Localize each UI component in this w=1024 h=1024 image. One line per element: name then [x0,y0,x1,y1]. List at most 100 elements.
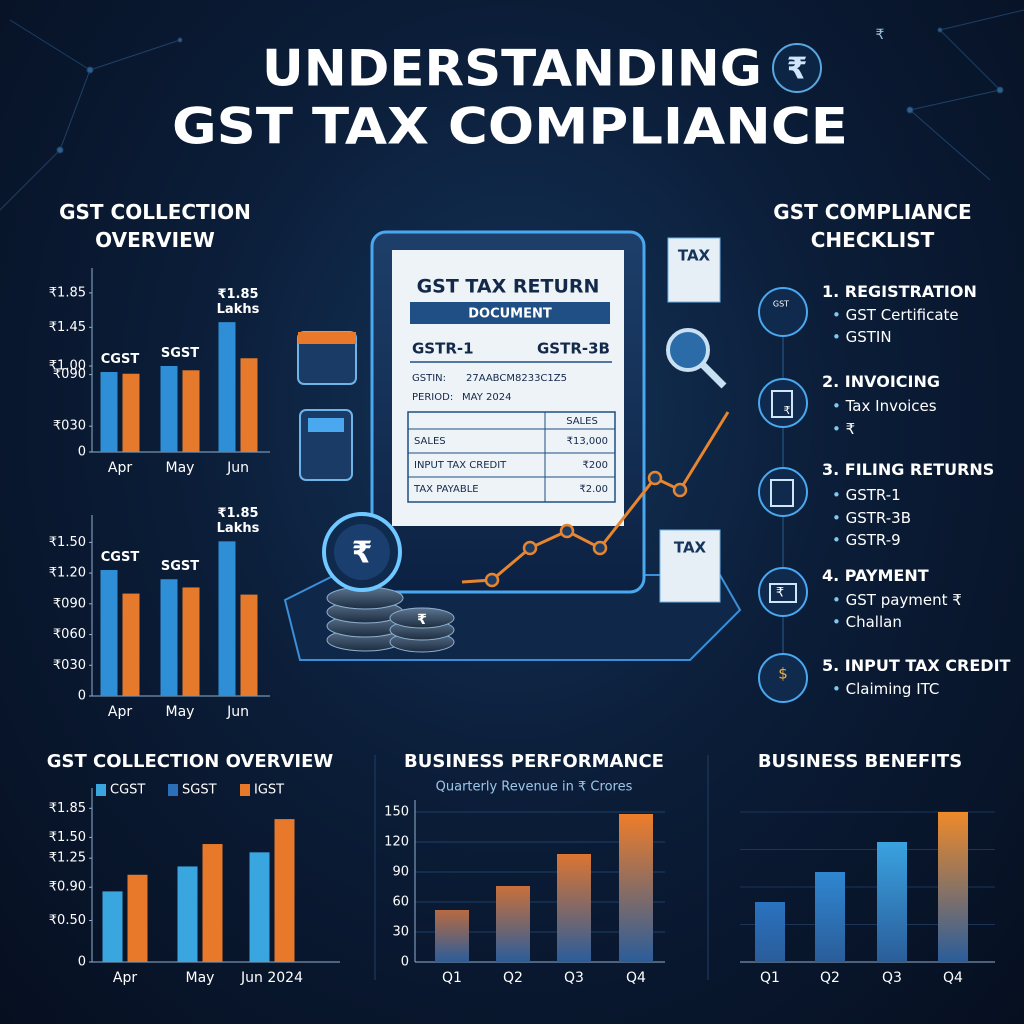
bar [877,842,907,962]
x-tick-label: Apr [108,460,132,476]
doc-field-label: PERIOD: [412,392,453,403]
checklist-item-title: 3. FILING RETURNS [822,460,995,479]
x-tick-label: Q2 [503,970,523,986]
bar [202,844,223,962]
x-tick-label: Q1 [442,970,462,986]
bar [619,814,653,962]
title-icon [772,43,822,93]
bar [496,886,530,962]
legend-label: IGST [254,783,284,798]
checklist-point: ₹ [832,420,856,438]
checklist-point: GSTIN [832,328,892,346]
y-tick-label: ₹090 [53,367,86,382]
rupee-decor: ₹ [876,27,885,43]
x-tick-label: Jun 2024 [240,970,303,986]
doc-cell: ₹13,000 [567,436,608,447]
doc-subtitle: DOCUMENT [468,307,552,322]
checklist-item-title: 1. REGISTRATION [822,282,977,301]
coin-symbol: ₹ [417,612,427,628]
chart-title: GST COLLECTION OVERVIEW [47,751,334,772]
y-tick-label: 60 [392,895,409,910]
doc-cell: TAX PAYABLE [413,484,479,495]
annotation: SGST [160,346,200,361]
checklist-point: Claiming ITC [832,680,940,698]
bar [127,874,148,962]
x-tick-label: May [166,704,195,720]
bar [938,812,968,962]
y-tick-label: ₹030 [53,419,86,434]
annotation: SGST [160,559,200,575]
bar [755,902,785,962]
bar [435,910,469,962]
y-tick-label: ₹1.85 [49,285,86,300]
x-tick-label: May [186,970,215,986]
x-tick-label: May [166,460,195,476]
y-tick-label: ₹0.50 [49,913,86,928]
checklist-point: GSTR-1 [832,486,901,504]
section-heading: GST COMPLIANCE CHECKLIST [773,200,972,252]
x-tick-label: Jun [226,460,249,476]
doc-table-header: SALES [566,416,598,427]
network-decor [0,9,1024,211]
x-tick-label: Q1 [760,970,780,986]
y-tick-label: ₹060 [53,627,86,642]
y-tick-label: ₹0.90 [49,880,86,895]
y-tick-label: 120 [384,835,409,850]
legend-swatch [96,784,106,796]
bar [240,594,258,696]
bar [557,854,591,962]
bar [100,372,118,452]
y-tick-label: 30 [392,925,409,940]
y-tick-label: ₹1.45 [49,320,86,335]
y-tick-label: ₹1.50 [49,830,86,845]
bar [160,366,178,452]
annotation: CGST [100,352,140,368]
y-tick-label: ₹1.25 [49,851,86,866]
y-tick-label: 0 [78,445,86,460]
doc-cell: ₹200 [583,460,608,471]
bar [122,373,140,452]
doc-field-label: GSTIN: [412,373,446,384]
bar [218,541,236,696]
x-tick-label: Q4 [626,970,646,986]
tax-badge: TAX [674,539,707,557]
doc-field-value: 27AABCM8233C1Z5 [466,373,567,384]
bar [815,872,845,962]
bar [249,852,270,962]
annotation: ₹1.85 Lakhs [216,506,260,537]
chart-title: BUSINESS PERFORMANCE [404,751,664,772]
y-tick-label: ₹1.85 [49,801,86,816]
bar [122,593,140,696]
title-line: GST TAX COMPLIANCE [172,98,848,156]
icon-text: ₹ [776,586,784,601]
doc-form: GSTR-3B [537,340,610,358]
x-tick-label: Jun [226,704,249,720]
bar [100,570,118,696]
checklist-point: GST Certificate [832,306,959,324]
checklist-item-title: 5. INPUT TAX CREDIT [822,656,1011,675]
tablet-illustration [283,230,742,661]
bar [182,587,200,696]
y-tick-label: 90 [392,865,409,880]
bar [182,370,200,452]
bar [177,866,198,962]
annotation: CGST [100,550,140,566]
section-heading: GST COLLECTION OVERVIEW [59,200,251,252]
bar [218,322,236,452]
chart-subtitle: Quarterly Revenue in ₹ Crores [436,780,633,795]
doc-form: GSTR-1 [412,340,474,358]
x-tick-label: Q4 [943,970,963,986]
checklist-point: GSTR-3B [832,509,911,527]
x-tick-label: Q3 [882,970,902,986]
y-tick-label: ₹1.20 [49,566,86,581]
legend-swatch [168,784,178,796]
y-tick-label: ₹030 [53,658,86,673]
x-tick-label: Q2 [820,970,840,986]
legend-label: CGST [110,783,145,798]
y-tick-label: 0 [78,955,86,970]
icon-text: ₹ [784,404,791,417]
doc-cell: SALES [414,436,446,447]
doc-cell: ₹2.00 [579,484,608,495]
title-symbol: ₹ [787,52,808,87]
